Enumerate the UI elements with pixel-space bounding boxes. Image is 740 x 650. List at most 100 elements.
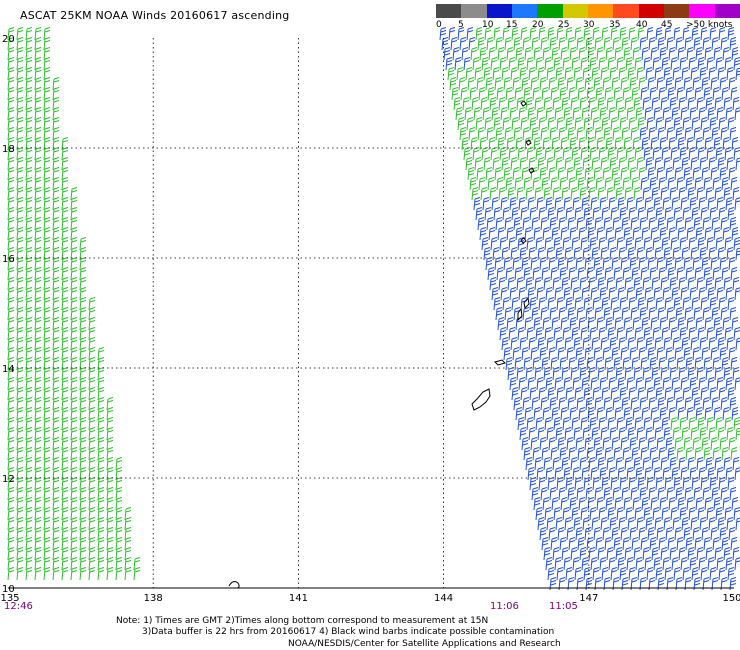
wind-barb	[486, 37, 494, 51]
wind-barb	[606, 97, 614, 111]
wind-barb	[610, 387, 618, 401]
wind-barb	[511, 207, 519, 221]
wind-barb	[557, 437, 565, 451]
wind-barb	[16, 157, 24, 171]
wind-barb	[485, 167, 493, 181]
wind-barb	[616, 507, 624, 521]
wind-barb	[97, 517, 105, 531]
wind-barb	[61, 157, 69, 171]
wind-barb	[61, 377, 69, 391]
wind-barb	[43, 507, 51, 521]
wind-barb	[97, 427, 105, 441]
wind-barb	[7, 297, 15, 311]
wind-barb	[61, 207, 69, 221]
wind-barb	[34, 267, 42, 281]
wind-barb	[593, 347, 601, 361]
wind-barb	[623, 407, 631, 421]
wind-barb	[560, 227, 568, 241]
wind-barb	[585, 37, 593, 51]
wind-barb	[702, 217, 710, 231]
wind-barb	[669, 277, 677, 291]
wind-barb	[556, 117, 564, 131]
wind-barb	[731, 317, 739, 331]
wind-barb	[25, 267, 33, 281]
wind-barb	[479, 47, 487, 61]
wind-barb	[34, 417, 42, 431]
wind-barb	[34, 377, 42, 391]
wind-barb	[619, 207, 627, 221]
wind-barb	[652, 327, 660, 341]
wind-barb	[659, 407, 667, 421]
wind-barb	[716, 377, 724, 391]
wind-barb	[470, 137, 478, 151]
swath-time-label: 11:06	[490, 601, 519, 612]
wind-barb	[599, 287, 607, 301]
wind-barb	[614, 497, 622, 511]
wind-barb	[663, 337, 671, 351]
wind-barb	[88, 447, 96, 461]
wind-barb	[637, 207, 645, 221]
wind-barb	[647, 527, 655, 541]
wind-barb	[523, 447, 531, 461]
wind-barb	[500, 197, 508, 211]
wind-barb	[631, 537, 639, 551]
wind-barb	[635, 197, 643, 211]
wind-barb	[661, 507, 669, 521]
legend-swatch	[714, 4, 740, 18]
wind-barb	[573, 427, 581, 441]
wind-barb	[631, 177, 639, 191]
wind-barb	[703, 537, 711, 551]
wind-barb	[52, 227, 60, 241]
wind-barb	[538, 387, 546, 401]
wind-barb	[97, 557, 105, 571]
wind-barb	[34, 297, 42, 311]
wind-barb	[16, 287, 24, 301]
wind-barb	[52, 307, 60, 321]
wind-barb	[618, 427, 626, 441]
wind-barb	[34, 397, 42, 411]
wind-barb	[25, 207, 33, 221]
wind-barb	[61, 167, 69, 181]
wind-barb	[612, 307, 620, 321]
wind-barb	[579, 187, 587, 201]
wind-barb	[644, 107, 652, 121]
wind-barb	[491, 197, 499, 211]
wind-barb	[478, 87, 486, 101]
wind-barb	[451, 87, 459, 101]
wind-barb	[25, 337, 33, 351]
wind-barb	[520, 387, 528, 401]
wind-barb	[576, 37, 584, 51]
wind-barb	[681, 157, 689, 171]
wind-barb	[620, 167, 628, 181]
wind-barb	[724, 237, 732, 251]
wind-barb	[43, 207, 51, 221]
wind-barb	[687, 277, 695, 291]
wind-barb	[662, 377, 670, 391]
wind-barb	[702, 307, 710, 321]
wind-barb	[598, 237, 606, 251]
wind-barb	[693, 307, 701, 321]
wind-barb	[34, 117, 42, 131]
wind-barb	[589, 417, 597, 431]
wind-barb	[730, 537, 738, 551]
wind-barb	[616, 57, 624, 71]
wind-barb	[25, 157, 33, 171]
wind-barb	[16, 117, 24, 131]
wind-barb	[550, 447, 558, 461]
wind-barb	[7, 507, 15, 521]
wind-barb	[25, 417, 33, 431]
wind-barb	[608, 287, 616, 301]
wind-barb	[79, 397, 87, 411]
wind-barb	[508, 237, 516, 251]
wind-barb	[681, 67, 689, 81]
wind-barb	[723, 367, 731, 381]
wind-barb	[16, 377, 24, 391]
wind-barb	[714, 97, 722, 111]
wind-barb	[642, 547, 650, 561]
wind-barb	[637, 387, 645, 401]
wind-barb	[690, 67, 698, 81]
wind-barb	[496, 267, 504, 281]
wind-barb	[593, 437, 601, 451]
island-outline	[228, 581, 240, 589]
wind-barb	[25, 167, 33, 181]
